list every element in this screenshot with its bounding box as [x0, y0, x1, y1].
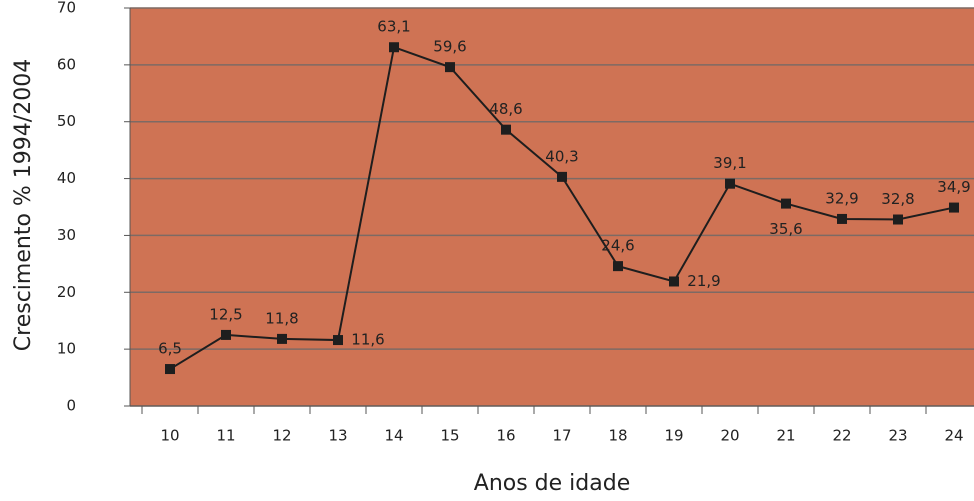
data-label: 59,6: [433, 38, 466, 56]
marker: [277, 333, 287, 344]
y-tick-label: 50: [57, 112, 76, 130]
x-tick-label: 13: [328, 427, 347, 445]
y-tick-label: 20: [57, 283, 76, 301]
data-label: 12,5: [209, 305, 242, 323]
data-label: 11,6: [351, 331, 384, 349]
x-tick-label: 10: [160, 427, 179, 445]
y-tick-label: 60: [57, 55, 76, 73]
x-tick-label: 16: [496, 427, 515, 445]
y-axis-title: Crescimento % 1994/2004: [11, 59, 36, 351]
data-label: 32,8: [881, 190, 914, 208]
marker: [333, 335, 343, 346]
marker: [557, 171, 567, 182]
x-tick-label: 23: [888, 427, 907, 445]
data-label: 24,6: [601, 237, 634, 255]
marker: [501, 124, 511, 135]
marker: [165, 364, 175, 375]
data-label: 48,6: [489, 100, 522, 118]
x-tick-label: 17: [552, 427, 571, 445]
marker: [725, 178, 735, 189]
y-tick-label: 70: [57, 0, 76, 17]
data-label: 21,9: [687, 272, 720, 290]
plot-area: [130, 8, 974, 406]
x-tick-label: 22: [832, 427, 851, 445]
data-label: 35,6: [769, 220, 802, 238]
x-axis-title: Anos de idade: [474, 471, 630, 496]
x-tick-label: 15: [440, 427, 459, 445]
marker: [221, 329, 231, 340]
y-tick-label: 40: [57, 169, 76, 187]
x-tick-label: 14: [384, 427, 403, 445]
marker: [445, 62, 455, 73]
marker: [893, 214, 903, 225]
x-tick-label: 19: [664, 427, 683, 445]
marker: [389, 42, 399, 53]
data-label: 40,3: [545, 147, 578, 165]
data-label: 6,5: [158, 340, 182, 358]
y-tick-label: 0: [66, 397, 76, 415]
x-tick-label: 20: [720, 427, 739, 445]
data-label: 63,1: [377, 18, 410, 36]
marker: [781, 198, 791, 209]
marker: [613, 261, 623, 272]
data-label: 39,1: [713, 154, 746, 172]
marker: [669, 276, 679, 287]
data-label: 32,9: [825, 189, 858, 207]
y-tick-label: 10: [57, 340, 76, 358]
x-tick-label: 12: [272, 427, 291, 445]
x-tick-label: 18: [608, 427, 627, 445]
x-tick-label: 24: [944, 427, 963, 445]
x-tick-label: 21: [776, 427, 795, 445]
marker: [837, 213, 847, 224]
x-tick-label: 11: [216, 427, 235, 445]
marker: [949, 202, 959, 213]
data-label: 11,8: [265, 309, 298, 327]
data-label: 34,9: [937, 178, 970, 196]
y-tick-label: 30: [57, 226, 76, 244]
